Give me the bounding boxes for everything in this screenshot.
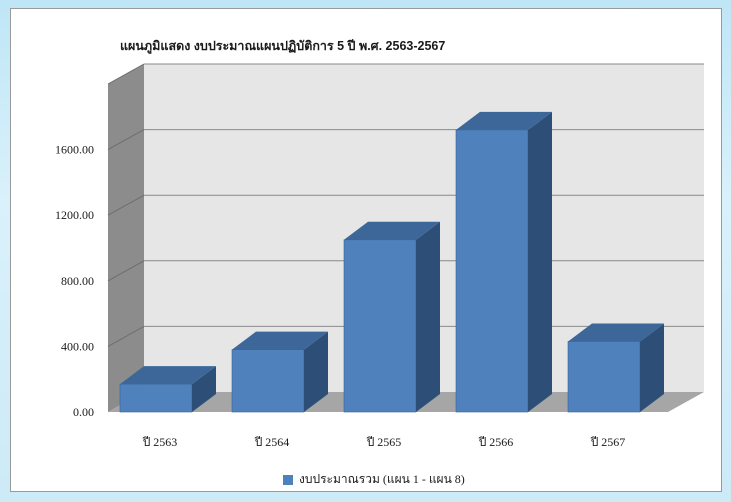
bar-top	[456, 111, 552, 130]
x-tick-label: ปี 2565	[366, 435, 401, 449]
bar-front	[455, 129, 529, 413]
x-tick-label: ปี 2564	[254, 435, 289, 449]
bar-front	[343, 239, 417, 413]
bar	[343, 221, 440, 413]
gridline-side	[107, 325, 145, 347]
x-axis-ticks: ปี 2563 ปี 2564 ปี 2565 ปี 2566 ปี 2567	[142, 435, 625, 449]
gridline-side	[107, 194, 145, 216]
bar-top	[120, 366, 216, 385]
bar-side	[192, 366, 216, 412]
bars	[119, 111, 664, 413]
x-tick-label: ปี 2567	[590, 435, 625, 449]
bar-top	[568, 323, 664, 342]
gridline-side	[107, 63, 145, 85]
gridline-side	[107, 260, 145, 282]
bar-top	[344, 221, 440, 240]
y-tick-label: 400.00	[61, 339, 94, 353]
legend-label: งบประมาณรวม (แผน 1 - แผน 8)	[299, 472, 465, 486]
bar	[567, 323, 664, 413]
side-wall	[108, 64, 144, 412]
bar-side	[640, 323, 664, 412]
y-axis-ticks: 0.00 400.00 800.00 1200.00 1600.00	[55, 143, 94, 419]
bar-front	[231, 349, 305, 413]
x-tick-label: ปี 2566	[478, 435, 513, 449]
y-tick-label: 0.00	[73, 405, 94, 419]
y-tick-label: 1200.00	[55, 208, 94, 222]
bar	[231, 331, 328, 413]
gridline-side	[107, 129, 145, 151]
bar-front	[567, 341, 641, 413]
y-tick-label: 1600.00	[55, 143, 94, 157]
y-tick-label: 800.00	[61, 274, 94, 288]
chart-title: แผนภูมิแสดง งบประมาณแผนปฏิบัติการ 5 ปี พ…	[120, 39, 446, 53]
bar-side	[416, 221, 440, 412]
x-tick-label: ปี 2563	[142, 435, 177, 449]
bar	[455, 111, 552, 413]
bar-side	[528, 111, 552, 413]
bar-top	[232, 331, 328, 350]
bar-front	[119, 383, 193, 413]
legend: งบประมาณรวม (แผน 1 - แผน 8)	[283, 470, 465, 489]
legend-swatch	[283, 474, 293, 485]
bar	[119, 366, 216, 413]
bar-side	[304, 331, 328, 412]
